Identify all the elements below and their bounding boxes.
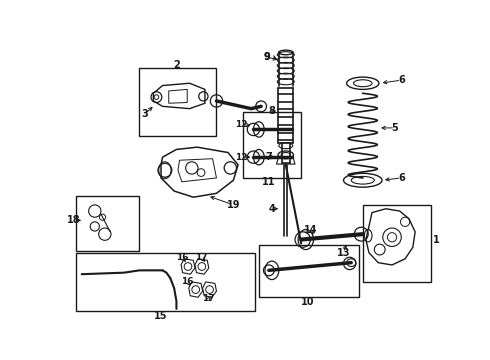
Text: 2: 2 (173, 60, 180, 70)
Text: 17: 17 (202, 294, 215, 303)
Bar (363, 205, 431, 282)
Text: 6: 6 (398, 173, 405, 183)
Text: 14: 14 (304, 225, 317, 235)
Text: 15: 15 (154, 311, 168, 321)
Bar (76, 195, 140, 251)
Text: 18: 18 (67, 215, 81, 225)
Text: 4: 4 (269, 204, 275, 214)
Text: 11: 11 (262, 177, 275, 187)
Text: 8: 8 (269, 106, 275, 116)
Bar (140, 68, 217, 136)
Text: 9: 9 (263, 52, 270, 62)
Bar (244, 112, 301, 178)
Bar (259, 245, 359, 297)
Text: 7: 7 (266, 152, 272, 162)
Text: 10: 10 (300, 297, 314, 307)
Bar (76, 253, 255, 311)
Text: 3: 3 (142, 109, 148, 119)
Text: 12: 12 (235, 153, 247, 162)
Text: 13: 13 (337, 248, 350, 258)
Text: 5: 5 (392, 123, 398, 133)
Text: 1: 1 (433, 235, 440, 244)
Text: 16: 16 (175, 253, 188, 262)
Text: 17: 17 (195, 253, 207, 262)
Text: 16: 16 (181, 278, 194, 287)
Text: 12: 12 (235, 120, 247, 129)
Text: 6: 6 (398, 75, 405, 85)
Text: 9: 9 (264, 52, 270, 62)
Text: 19: 19 (227, 200, 240, 210)
